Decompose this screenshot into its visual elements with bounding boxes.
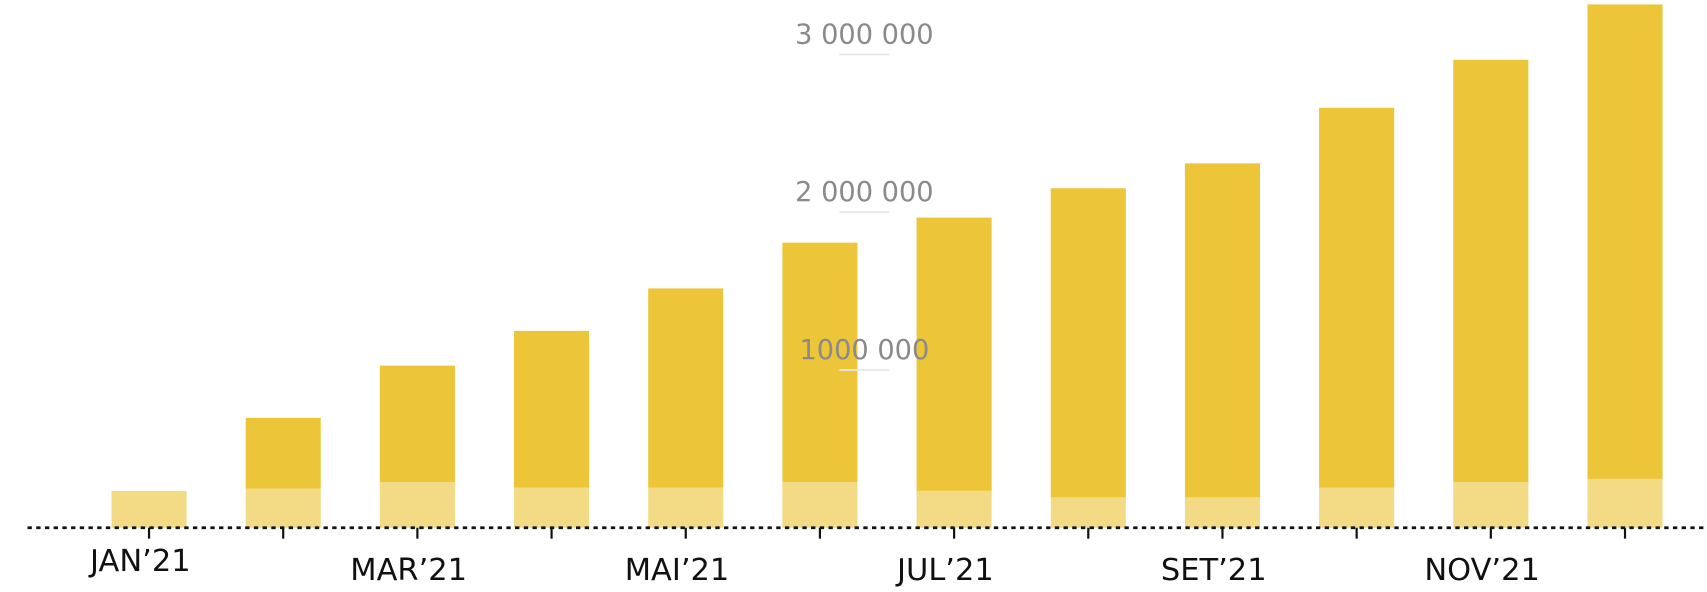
bar-segment <box>1050 188 1126 498</box>
bar-segment <box>514 330 590 488</box>
bar-segment <box>245 417 321 489</box>
bar-segment <box>379 365 455 483</box>
bar-segment <box>1184 163 1261 498</box>
bar-segment <box>1184 497 1261 528</box>
bar-segment <box>782 482 858 528</box>
x-tick-label: MAR’21 <box>350 553 467 588</box>
bar-segment <box>916 490 992 528</box>
bar-segment <box>1587 478 1663 528</box>
x-tick-label: JAN’21 <box>88 544 191 579</box>
bar-segment <box>245 488 321 528</box>
bar-segment <box>514 487 590 528</box>
x-tick-label: JUL’21 <box>895 553 994 588</box>
bar-segment <box>782 242 858 483</box>
y-tick-label: 3 000 000 <box>795 19 933 50</box>
bar-segment <box>1319 487 1395 528</box>
bar-segment <box>1587 4 1663 479</box>
x-tick-label: MAI’21 <box>625 553 730 588</box>
bar-segment <box>916 217 992 491</box>
y-tick-label: 1000 000 <box>800 335 930 366</box>
bar-segment <box>111 490 187 528</box>
bar-segment <box>1050 497 1126 528</box>
bar-segment <box>379 482 455 528</box>
bar-segment <box>1453 482 1529 528</box>
bar-segment <box>1453 59 1529 483</box>
bar-segment <box>1319 107 1395 488</box>
bar-segment <box>648 487 724 528</box>
x-tick-label: SET’21 <box>1161 553 1267 588</box>
y-tick-label: 2 000 000 <box>795 177 933 208</box>
x-tick-label: NOV’21 <box>1424 553 1540 588</box>
bar-segment <box>648 288 724 488</box>
